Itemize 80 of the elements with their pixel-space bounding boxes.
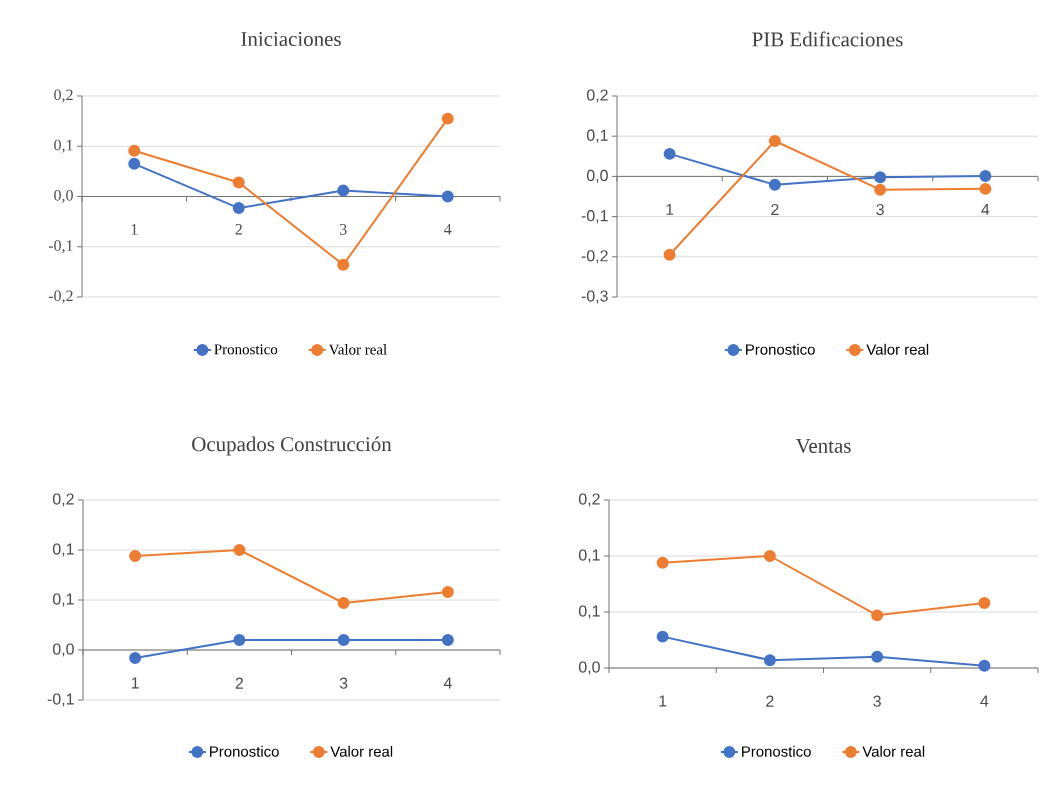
point [871,609,884,622]
legend-label: Pronostico [214,344,278,355]
x-tick-label: 3 [873,695,881,707]
point [337,634,350,646]
point [656,556,669,569]
x-tick-label: 1 [666,203,674,215]
chart-title: Ocupados Construcción [192,436,392,456]
legend-label: Valor real [862,745,925,757]
point [129,652,142,664]
point [441,190,454,203]
chart-title: Iniciaciones [241,31,341,47]
point [978,597,991,610]
point [979,170,992,182]
point [871,650,884,663]
legend-label: Valor real [328,344,387,355]
x-tick-label: 3 [876,203,884,216]
point [874,183,887,196]
y-tick-label: -0,1 [47,693,74,707]
point [979,182,992,195]
y-tick-label: 0,2 [54,89,73,103]
y-tick-label: 0,1 [578,549,600,563]
y-tick-label: 0,2 [52,493,74,507]
y-tick-label: 0,0 [578,661,600,675]
legend-label: Valor real [330,745,393,757]
point [129,550,142,562]
point [874,171,887,184]
x-tick-label: 1 [659,695,667,707]
point [663,248,676,261]
legend-label: Pronostico [210,745,279,757]
y-tick-label: 0,1 [52,543,74,557]
point [337,258,350,271]
point [441,634,454,646]
point [337,184,350,197]
y-tick-label: 0,1 [578,605,600,619]
point [763,654,776,667]
point [233,634,246,646]
legend-label: Valor real [866,343,929,355]
x-tick-label: 3 [339,677,348,689]
point [656,630,669,643]
point [233,544,246,556]
y-tick-label: 0,1 [52,593,74,607]
point [663,147,676,160]
point [128,157,141,170]
chart-title: PIB Edificaciones [752,31,903,47]
y-tick-label: 0,0 [586,169,608,183]
point [232,202,245,215]
legend-label: Pronostico [742,745,811,757]
y-tick-label: 0,1 [586,129,608,143]
x-tick-label: 3 [340,224,347,235]
x-tick-label: 4 [981,203,990,215]
y-tick-label: 0,0 [54,189,73,204]
point [768,178,781,191]
y-tick-label: 0,0 [52,643,74,657]
point [232,176,245,189]
x-tick-label: 4 [980,695,989,707]
point [763,550,776,562]
point [978,659,991,672]
y-tick-label: 0,2 [578,493,600,507]
x-tick-label: 4 [443,677,452,689]
legend-label: Pronostico [746,343,815,355]
y-tick-label: 0,1 [54,139,73,153]
x-tick-label: 2 [235,677,244,689]
point [337,597,350,609]
x-tick-label: 4 [444,224,452,235]
x-tick-label: 2 [766,695,774,707]
point [768,135,781,147]
y-tick-label: 0,2 [586,89,608,103]
y-tick-label: -0,3 [581,290,608,304]
point [441,586,454,598]
point [128,144,141,157]
y-tick-label: -0,2 [48,290,73,304]
x-tick-label: 1 [131,224,138,235]
chart-title: Ventas [795,439,851,454]
x-tick-label: 2 [771,203,779,216]
y-tick-label: -0,1 [581,210,608,224]
y-tick-label: -0,1 [48,240,73,254]
y-tick-label: -0,2 [581,250,608,264]
x-tick-label: 1 [131,677,139,689]
point [441,112,454,125]
x-tick-label: 2 [235,224,242,235]
